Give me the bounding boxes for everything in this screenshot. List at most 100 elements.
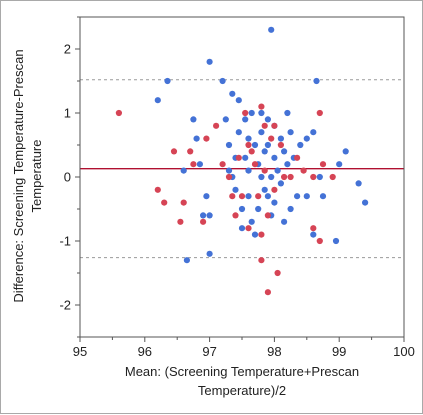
- blue-data-point: [164, 77, 171, 85]
- blue-data-point: [258, 129, 265, 136]
- y-tick-label: -1: [59, 234, 71, 249]
- red-data-point: [264, 289, 271, 296]
- blue-data-point: [310, 231, 317, 238]
- red-data-point: [310, 225, 317, 232]
- blue-data-point: [183, 257, 190, 264]
- red-data-point: [200, 218, 207, 225]
- blue-data-point: [281, 218, 288, 225]
- blue-data-point: [268, 173, 275, 181]
- blue-data-point: [193, 135, 200, 142]
- blue-data-point: [238, 225, 246, 232]
- red-data-point: [235, 154, 242, 161]
- red-data-point: [300, 167, 307, 174]
- x-tick-label: 98: [267, 344, 281, 359]
- blue-data-point: [251, 231, 259, 238]
- red-data-point: [180, 199, 187, 206]
- blue-data-point: [287, 205, 294, 213]
- red-data-point: [232, 212, 239, 219]
- red-data-point: [251, 161, 259, 168]
- blue-data-point: [229, 90, 236, 97]
- blue-data-point: [245, 193, 252, 200]
- blue-data-point: [258, 173, 265, 181]
- red-data-point: [277, 141, 284, 149]
- red-data-point: [316, 109, 323, 117]
- blue-data-point: [242, 154, 249, 161]
- red-data-point: [203, 135, 210, 142]
- red-data-point: [219, 161, 226, 168]
- x-axis-title-line-2: Temperature)/2: [198, 383, 286, 398]
- x-tick-label: 96: [138, 344, 152, 359]
- red-data-point: [187, 148, 194, 155]
- x-axis-title-line-1: Mean: (Screening Temperature+Prescan: [125, 364, 359, 379]
- blue-data-point: [319, 193, 327, 200]
- blue-data-point: [297, 141, 304, 149]
- red-data-point: [258, 103, 265, 110]
- reference-lines: [80, 79, 404, 259]
- red-data-point: [161, 199, 168, 206]
- blue-data-point: [277, 135, 284, 142]
- blue-data-point: [261, 148, 268, 155]
- blue-data-point: [248, 109, 255, 117]
- blue-data-point: [284, 161, 291, 168]
- y-tick-label: 0: [64, 170, 71, 185]
- red-data-point: [242, 109, 249, 117]
- red-data-point: [245, 141, 252, 149]
- red-data-point: [316, 237, 323, 245]
- red-data-point: [258, 257, 265, 264]
- y-tick-label: 1: [64, 106, 71, 121]
- blue-data-point: [206, 250, 213, 257]
- blue-data-point: [284, 109, 291, 117]
- red-data-point: [329, 173, 336, 181]
- blue-data-point: [310, 129, 317, 136]
- red-data-point: [261, 122, 268, 129]
- blue-data-point: [245, 167, 252, 174]
- red-data-point: [271, 122, 278, 129]
- blue-data-point: [154, 97, 161, 104]
- y-axis-title-line-1: Difference: Screening Temperature-Presca…: [11, 49, 26, 302]
- blue-data-point: [294, 193, 301, 200]
- red-data-point: [238, 193, 246, 200]
- blue-data-point: [277, 180, 284, 187]
- blue-data-point: [225, 141, 233, 149]
- blue-data-point: [225, 167, 233, 174]
- blue-data-point: [203, 193, 210, 200]
- red-data-point: [319, 161, 327, 168]
- blue-data-point: [238, 205, 246, 213]
- blue-data-point: [245, 135, 252, 142]
- red-data-point: [255, 193, 262, 200]
- red-data-point: [268, 135, 275, 142]
- blue-data-point: [303, 135, 310, 142]
- red-data-point: [294, 154, 301, 161]
- blue-data-point: [222, 116, 229, 123]
- red-data-point: [261, 167, 268, 174]
- blue-data-point: [264, 141, 271, 149]
- y-tick-label: 2: [64, 42, 71, 57]
- blue-data-point: [232, 186, 239, 193]
- blue-data-point: [362, 199, 369, 206]
- blue-data-point: [206, 212, 213, 219]
- blue-data-point: [332, 237, 340, 245]
- blue-data-point: [287, 129, 294, 136]
- plot-background: [80, 17, 404, 337]
- red-data-point: [177, 218, 184, 225]
- x-tick-label: 100: [393, 344, 415, 359]
- blue-data-point: [242, 116, 249, 123]
- red-data-point: [287, 173, 294, 181]
- blue-data-point: [274, 167, 281, 174]
- data-points: [115, 26, 369, 296]
- blue-data-point: [355, 180, 362, 187]
- red-data-point: [281, 173, 288, 181]
- plot-area: [80, 17, 404, 337]
- y-tick-label: -2: [59, 298, 71, 313]
- x-tick-label: 97: [202, 344, 216, 359]
- blue-data-point: [271, 154, 278, 161]
- blue-data-point: [342, 148, 349, 155]
- blue-data-point: [196, 161, 203, 168]
- blue-data-point: [316, 173, 323, 181]
- red-data-point: [229, 193, 236, 200]
- red-data-point: [115, 109, 122, 117]
- y-axis-ticks: 2 1 0 -1 -2: [59, 16, 80, 338]
- blue-data-point: [180, 167, 187, 174]
